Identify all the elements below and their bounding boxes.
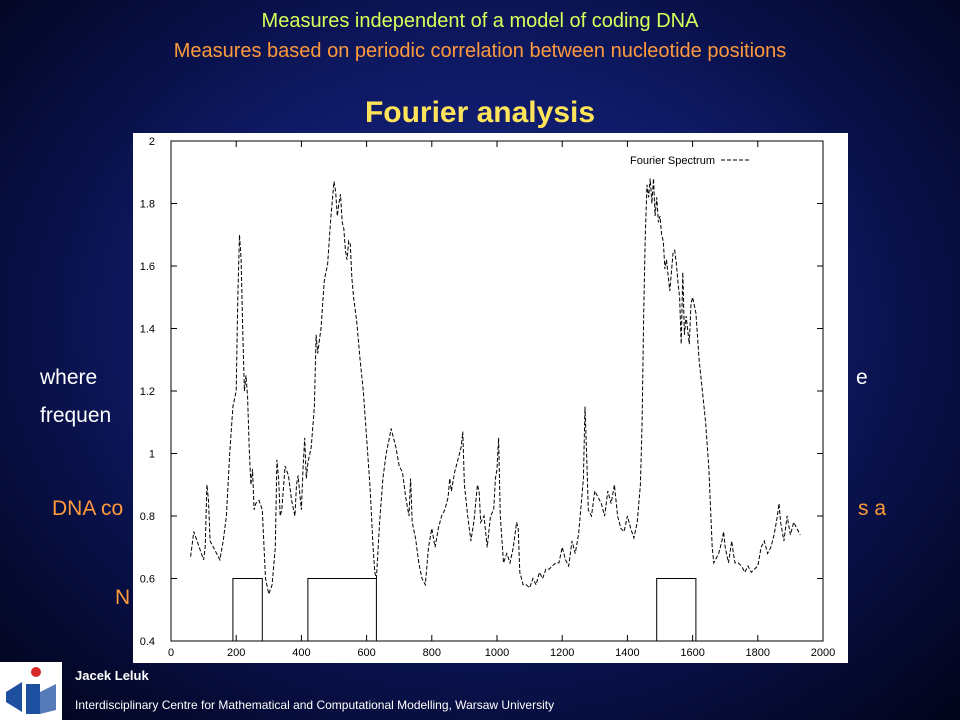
x-tick-label: 1400 [615,647,639,659]
x-tick-label: 1200 [550,647,574,659]
plot-frame [170,140,824,642]
x-tick-label: 1600 [680,647,704,659]
y-tick-label: 0.8 [140,511,155,523]
x-tick-label: 600 [357,647,375,659]
partial-text-where: where [40,366,98,389]
fourier-spectrum-chart: 0 200 400 600 800 1000 1200 1400 1600 1800 2000 0.4… [133,133,848,663]
x-tick-label: 800 [423,647,441,659]
x-tick-label: 2000 [811,647,835,659]
y-tick-label: 1.8 [140,199,155,211]
x-tick-label: 0 [168,647,174,659]
x-tick-label: 200 [227,647,245,659]
chart-svg: 0 200 400 600 800 1000 1200 1400 1600 1800 2000 0.4… [140,136,836,659]
y-tick-label: 1 [149,449,155,461]
icm-logo [0,662,62,720]
y-tick-label: 1.6 [140,261,155,273]
y-tick-label: 1.4 [140,324,155,336]
header-line-1: Measures independent of a model of codin… [261,10,699,32]
y-tick-label: 0.6 [140,574,155,586]
slide-title: Fourier analysis [364,96,596,129]
header-line-2: Measures based on periodic correlation b… [173,40,787,62]
y-tick-label: 2 [149,136,155,148]
coding-region-boxes [171,578,823,642]
x-tick-label: 1000 [485,647,509,659]
footer-author: Jacek Leluk [75,668,149,683]
legend-label: Fourier Spectrum [630,155,715,167]
partial-text-n: N [115,586,131,609]
x-tick-label: 400 [292,647,310,659]
y-tick-label: 1.2 [140,386,155,398]
footer-institution: Interdisciplinary Centre for Mathematica… [75,698,555,712]
partial-text-dna-suffix: s a [858,497,887,520]
fourier-spectrum-line [190,178,801,596]
partial-text-frequen: frequen [40,404,112,427]
x-tick-label: 1800 [746,647,770,659]
partial-text-dna: DNA co [52,497,124,520]
partial-text-where-suffix: e [856,366,868,389]
y-tick-label: 0.4 [140,636,155,648]
